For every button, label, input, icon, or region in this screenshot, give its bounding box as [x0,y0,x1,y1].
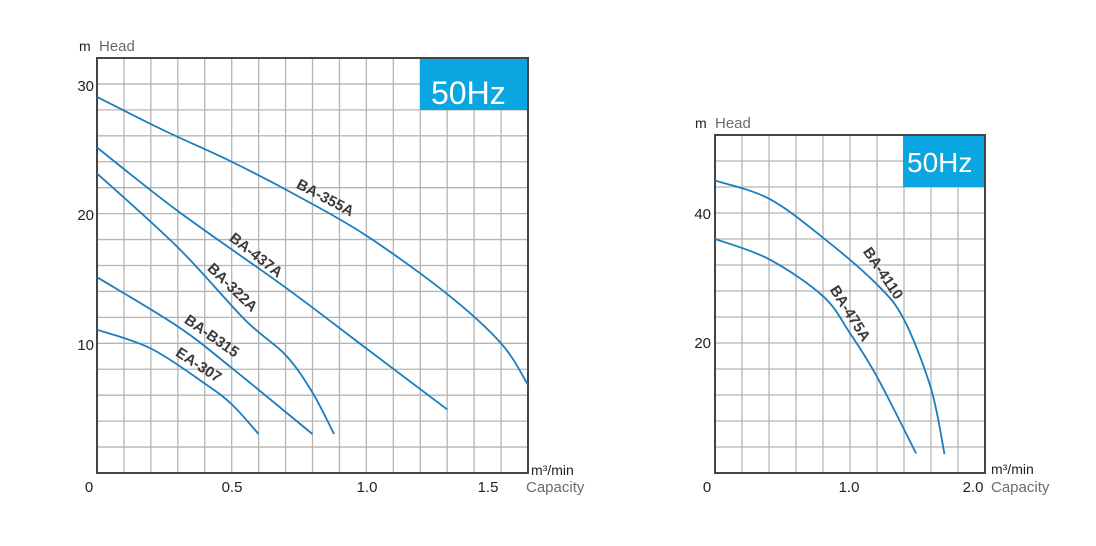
curve-label-ba-437a: BA-437A [226,230,286,282]
badge-label: 50Hz [431,75,506,111]
curve-ba-475a [714,238,917,454]
y-tick: 30 [77,78,94,95]
curve-ba-b315 [96,276,314,435]
x-axis-label: Capacity [526,479,585,496]
plot-frame [96,57,529,474]
x-axis-label: Capacity [991,479,1050,496]
y-tick: 10 [77,337,94,354]
y-tick: 20 [694,335,711,352]
x-tick: 1.0 [839,479,860,496]
y-axis-unit: m [79,38,91,54]
badge-50hz [420,59,527,110]
y-tick: 20 [77,207,94,224]
x-tick: 1.0 [357,479,378,496]
badge-50hz [903,136,984,187]
curve-ba-437a [96,146,448,411]
curve-ea-307 [96,328,260,435]
x-tick: 0.5 [222,479,243,496]
plot-frame [714,134,986,474]
y-axis-unit: m [695,115,707,131]
x-tick: 0 [703,479,711,496]
curve-ba-4110 [714,179,946,455]
y-axis-label: Head [715,115,751,132]
x-tick: 0 [85,479,93,496]
curve-ba-322a [96,172,335,435]
curve-ba-355a [96,96,529,386]
x-axis-unit: m³/min [531,462,574,478]
x-tick: 1.5 [478,479,499,496]
y-tick: 40 [694,206,711,223]
badge-label: 50Hz [907,147,972,178]
chart-left: 50Hz m Head m³/min Capacity 0 0.5 1.0 1.… [77,38,585,496]
x-tick: 2.0 [963,479,984,496]
x-axis-unit: m³/min [991,461,1034,477]
y-axis-label: Head [99,38,135,55]
chart-right: 50Hz m Head m³/min Capacity 0 1.0 2.0 40… [694,115,1050,496]
